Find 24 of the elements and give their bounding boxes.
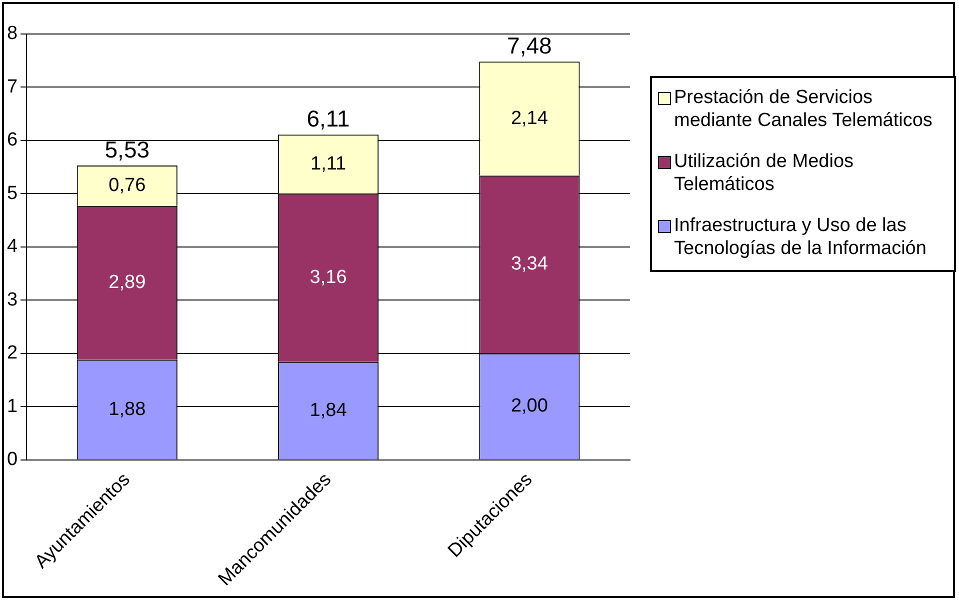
- y-tick-label: 5: [6, 182, 18, 204]
- total-label: 5,53: [104, 136, 150, 162]
- data-label: 2,89: [108, 272, 146, 294]
- data-label: 2,00: [510, 396, 548, 417]
- legend-label: Prestación de Servicios mediante Canales Telemáticos: [674, 86, 934, 132]
- data-label: 1,88: [108, 398, 146, 420]
- data-label: 3,34: [510, 254, 548, 275]
- y-tick-label: 1: [6, 396, 18, 417]
- y-tick-label: 0: [6, 449, 18, 470]
- data-label: 3,16: [310, 267, 347, 288]
- y-tick-label: 7: [6, 76, 18, 98]
- legend-label: Utilización de Medios Telemáticos: [674, 150, 855, 196]
- data-label: 1,11: [310, 153, 346, 174]
- y-tick-label: 3: [6, 289, 18, 310]
- data-label: 0,76: [108, 174, 146, 196]
- data-label: 1,84: [310, 400, 348, 421]
- y-tick-label: 6: [6, 130, 18, 151]
- y-tick-label: 4: [6, 236, 18, 258]
- legend-label: Infraestructura y Uso de las Tecnologías de la Información: [674, 214, 928, 260]
- data-label: 2,14: [510, 108, 548, 129]
- y-tick-label: 2: [6, 342, 18, 364]
- total-label: 7,48: [507, 32, 552, 59]
- total-label: 6,11: [306, 105, 350, 132]
- y-tick-label: 8: [6, 23, 18, 44]
